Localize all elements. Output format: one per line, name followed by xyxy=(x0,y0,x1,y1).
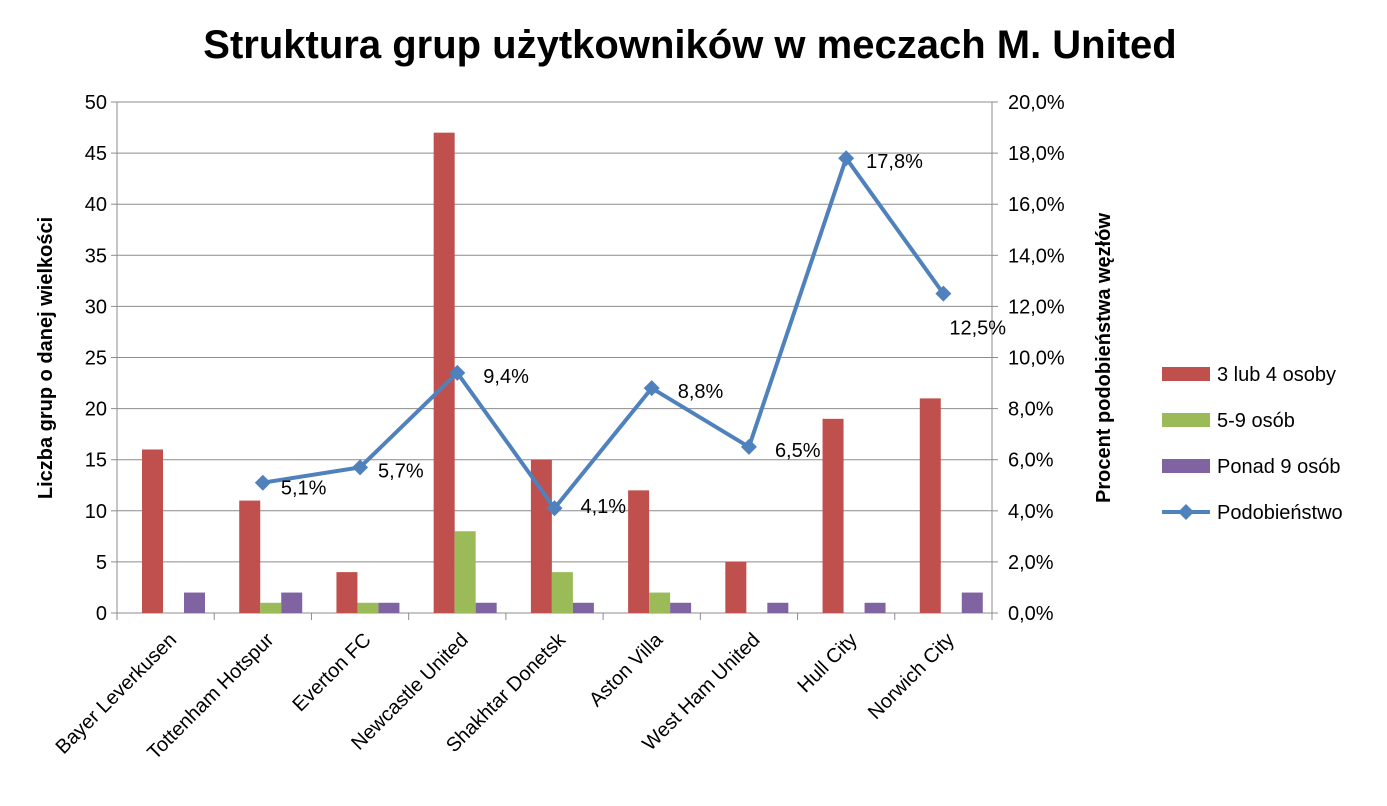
y-tick-label: 0 xyxy=(96,603,107,625)
data-label: 12,5% xyxy=(949,318,1006,340)
y-tick-label: 10 xyxy=(85,501,107,523)
y-tick-label: 45 xyxy=(85,143,107,165)
data-label: 5,1% xyxy=(281,478,327,500)
bar xyxy=(454,531,476,613)
plot-area: 0 5 10 15 20 25 30 35 40 45 50 0,0% 2,0% 4,0% 6,0% 8,0%… xyxy=(52,92,1065,764)
line-point xyxy=(838,150,855,167)
bar xyxy=(336,572,358,613)
line-point xyxy=(546,500,563,517)
x-tick-label: Hull City xyxy=(793,629,861,697)
y2-tick-label: 6,0% xyxy=(1008,450,1054,472)
line-series xyxy=(262,156,946,511)
bar xyxy=(281,592,303,613)
y2-tick-label: 12,0% xyxy=(1008,296,1065,318)
y2-tick-label: 4,0% xyxy=(1008,501,1054,523)
line-point xyxy=(352,459,369,476)
y2-tick-label: 2,0% xyxy=(1008,552,1054,574)
bar xyxy=(822,418,844,613)
bar xyxy=(670,602,692,613)
y2-tick-label: 8,0% xyxy=(1008,399,1054,421)
bar xyxy=(184,592,205,613)
chart-title: Struktura grup użytkowników w meczach M.… xyxy=(203,23,1176,67)
line-point xyxy=(254,474,271,491)
bar xyxy=(628,490,650,613)
legend-swatch xyxy=(1162,413,1210,427)
y2-tick-label: 10,0% xyxy=(1008,348,1065,370)
legend-label: 3 lub 4 osoby xyxy=(1217,364,1336,386)
y-tick-label: 35 xyxy=(85,245,107,267)
y-tick-label: 5 xyxy=(96,552,107,574)
bar xyxy=(475,602,497,613)
bar xyxy=(433,132,455,613)
line-point xyxy=(935,285,952,302)
data-label: 8,8% xyxy=(678,381,724,403)
legend-label: Ponad 9 osób xyxy=(1217,456,1340,478)
y-axis-title: Liczba grup o danej wielkości xyxy=(35,217,57,499)
bar xyxy=(725,561,747,613)
line-point xyxy=(740,438,757,455)
data-label: 9,4% xyxy=(483,366,529,388)
data-label: 17,8% xyxy=(866,151,923,173)
y-tick-label: 15 xyxy=(85,450,107,472)
bar xyxy=(864,602,886,613)
x-tick-label: Everton FC xyxy=(289,629,376,716)
y-tick-label: 20 xyxy=(85,399,107,421)
legend-label: Podobieństwo xyxy=(1217,502,1343,524)
bar xyxy=(260,602,282,613)
y-tick-label: 40 xyxy=(85,194,107,216)
bar xyxy=(572,602,594,613)
data-label: 5,7% xyxy=(378,460,424,482)
legend-swatch xyxy=(1162,459,1210,473)
bar xyxy=(649,592,671,613)
y-tick-label: 25 xyxy=(85,348,107,370)
y2-tick-label: 20,0% xyxy=(1008,92,1065,114)
y-tick-label: 50 xyxy=(85,92,107,114)
bar xyxy=(919,398,941,613)
y2-tick-label: 18,0% xyxy=(1008,143,1065,165)
bar xyxy=(378,602,400,613)
data-label: 4,1% xyxy=(581,496,627,518)
line-point xyxy=(643,380,660,397)
bar xyxy=(767,602,789,613)
y2-tick-label: 16,0% xyxy=(1008,194,1065,216)
legend-label: 5-9 osób xyxy=(1217,410,1295,432)
legend: 3 lub 4 osoby 5-9 osób Ponad 9 osób Podobie… xyxy=(1162,364,1343,524)
bar xyxy=(551,572,573,613)
bar xyxy=(239,500,261,613)
x-tick-label: Aston Villa xyxy=(585,628,668,711)
bar xyxy=(142,449,163,613)
bar xyxy=(357,602,379,613)
data-label: 6,5% xyxy=(775,440,821,462)
bar xyxy=(961,592,983,613)
legend-swatch xyxy=(1162,367,1210,381)
y-tick-label: 30 xyxy=(85,296,107,318)
y2-tick-label: 14,0% xyxy=(1008,245,1065,267)
x-tick-label: Norwich City xyxy=(864,629,959,724)
line-point xyxy=(449,364,466,381)
legend-marker xyxy=(1178,504,1194,520)
y2-axis-title: Procent podobieństwa węzłów xyxy=(1093,213,1115,503)
y2-tick-label: 0,0% xyxy=(1008,603,1054,625)
